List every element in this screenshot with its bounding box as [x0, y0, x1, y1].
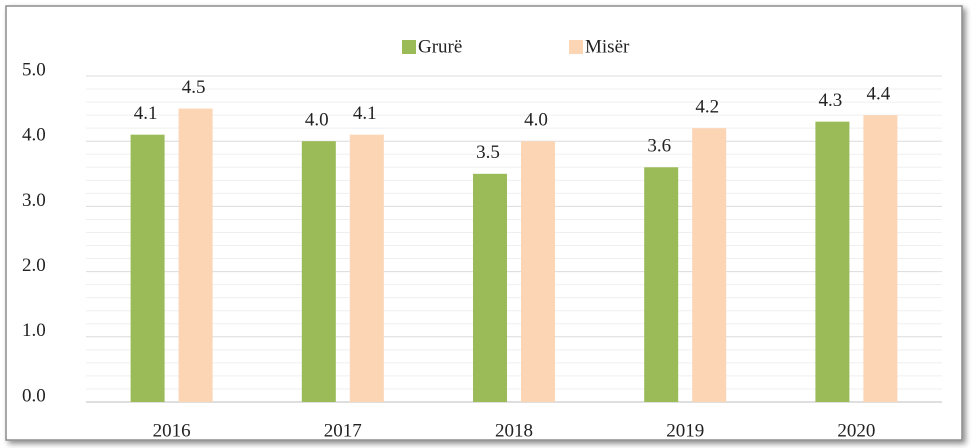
y-tick-label: 1.0 — [22, 320, 46, 341]
bar — [301, 141, 336, 402]
legend-label: Grurë — [418, 36, 462, 57]
data-label: 3.6 — [647, 136, 671, 157]
data-label: 4.3 — [819, 90, 843, 111]
legend-swatch — [402, 40, 416, 54]
bar — [473, 173, 507, 402]
y-tick-label: 2.0 — [22, 255, 46, 276]
data-label: 4.2 — [695, 97, 719, 118]
data-label: 4.0 — [305, 110, 329, 131]
bar — [178, 108, 213, 402]
x-tick-label: 2016 — [153, 420, 191, 441]
bar — [692, 128, 727, 402]
bar — [863, 115, 898, 403]
x-tick-label: 2020 — [837, 420, 875, 441]
bar — [349, 134, 384, 402]
data-label: 4.1 — [134, 103, 158, 124]
y-tick-label: 5.0 — [22, 59, 46, 80]
y-tick-label: 3.0 — [22, 190, 46, 211]
legend-swatch — [569, 40, 583, 54]
data-label: 3.5 — [476, 142, 500, 163]
bar — [130, 134, 165, 402]
data-label: 4.4 — [867, 83, 891, 104]
x-tick-label: 2019 — [666, 420, 704, 441]
data-label: 4.0 — [524, 110, 548, 131]
x-tick-label: 2017 — [324, 420, 362, 441]
data-label: 4.5 — [182, 77, 206, 98]
legend-label: Misër — [585, 36, 630, 57]
data-label: 4.1 — [353, 103, 377, 124]
y-tick-label: 0.0 — [22, 385, 46, 406]
bar — [521, 141, 555, 402]
y-tick-label: 4.0 — [22, 125, 46, 146]
x-tick-label: 2018 — [495, 420, 533, 441]
bar — [644, 167, 679, 402]
bar — [815, 121, 850, 402]
